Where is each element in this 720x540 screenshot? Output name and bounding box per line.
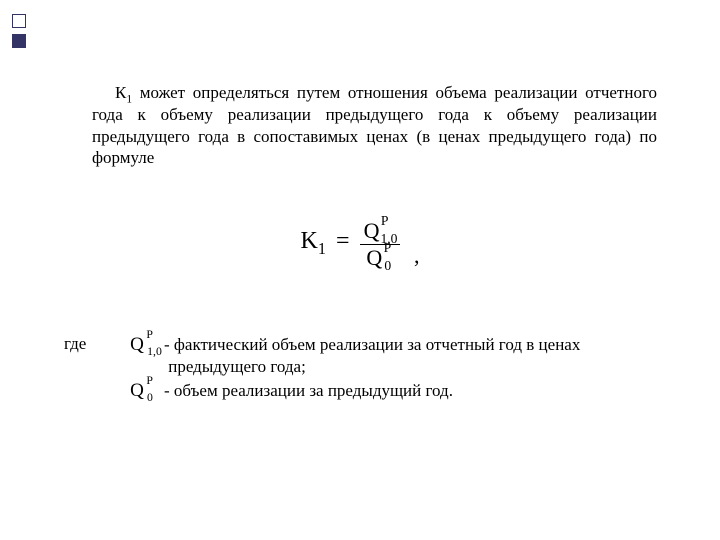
formula-fraction: QP1,0 QP0 xyxy=(360,220,400,269)
formula-lhs: K1 xyxy=(301,228,327,254)
slide-bullets xyxy=(12,14,26,54)
legend-symbol-2: QP0 xyxy=(110,380,164,400)
paragraph-lead: К1 xyxy=(92,83,140,102)
formula-numerator: QP1,0 xyxy=(360,220,400,245)
formula-eq: = xyxy=(330,228,356,254)
legend-where: где xyxy=(64,334,110,354)
legend-text-1: - фактический объем реализации за отчетн… xyxy=(164,334,664,378)
legend-symbol-1: QP1,0 xyxy=(110,334,164,354)
formula-tail: , xyxy=(404,243,420,268)
legend-text-2: - объем реализации за предыдущий год. xyxy=(164,380,664,402)
legend-row: где QP1,0 - фактический объем реализации… xyxy=(64,334,664,378)
bullet-decor xyxy=(12,34,26,48)
main-formula: K1 = QP1,0 QP0 , xyxy=(0,220,720,269)
formula-denominator: QP0 xyxy=(360,245,400,269)
bullet-decor xyxy=(12,14,26,28)
paragraph-text: может определяться путем отношения объем… xyxy=(92,83,657,167)
main-paragraph: К1 может определяться путем отношения об… xyxy=(92,82,657,169)
legend-row: QP0 - объем реализации за предыдущий год… xyxy=(64,380,664,402)
slide: К1 может определяться путем отношения об… xyxy=(0,0,720,540)
legend-block: где QP1,0 - фактический объем реализации… xyxy=(64,334,664,403)
